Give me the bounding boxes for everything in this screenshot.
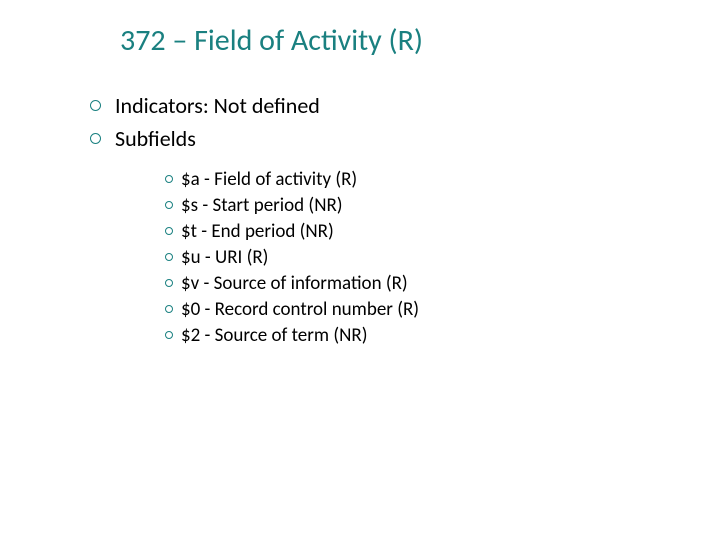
list-item: $a - Field of activity (R)	[165, 168, 419, 191]
bullet-icon	[165, 253, 173, 261]
list-item: $t - End period (NR)	[165, 220, 419, 243]
main-item-text: Subfields	[115, 125, 196, 152]
sub-item-text: $2 - Source of term (NR)	[181, 324, 367, 347]
main-list: Indicators: Not defined Subfields	[90, 92, 320, 158]
list-item: $u - URI (R)	[165, 246, 419, 269]
bullet-icon	[90, 133, 101, 144]
bullet-icon	[165, 331, 173, 339]
sub-item-text: $v - Source of information (R)	[181, 272, 408, 295]
list-item: $s - Start period (NR)	[165, 194, 419, 217]
list-item: Indicators: Not defined	[90, 92, 320, 119]
sub-item-text: $0 - Record control number (R)	[181, 298, 419, 321]
bullet-icon	[165, 175, 173, 183]
list-item: $v - Source of information (R)	[165, 272, 419, 295]
bullet-icon	[165, 201, 173, 209]
main-item-text: Indicators: Not defined	[115, 92, 320, 119]
sub-item-text: $t - End period (NR)	[181, 220, 334, 243]
bullet-icon	[90, 100, 101, 111]
sub-item-text: $u - URI (R)	[181, 246, 268, 269]
bullet-icon	[165, 227, 173, 235]
sub-item-text: $a - Field of activity (R)	[181, 168, 357, 191]
sub-list: $a - Field of activity (R) $s - Start pe…	[165, 168, 419, 350]
list-item: $2 - Source of term (NR)	[165, 324, 419, 347]
list-item: Subfields	[90, 125, 320, 152]
bullet-icon	[165, 305, 173, 313]
slide-title: 372 – Field of Activity (R)	[120, 22, 423, 59]
bullet-icon	[165, 279, 173, 287]
list-item: $0 - Record control number (R)	[165, 298, 419, 321]
sub-item-text: $s - Start period (NR)	[181, 194, 343, 217]
